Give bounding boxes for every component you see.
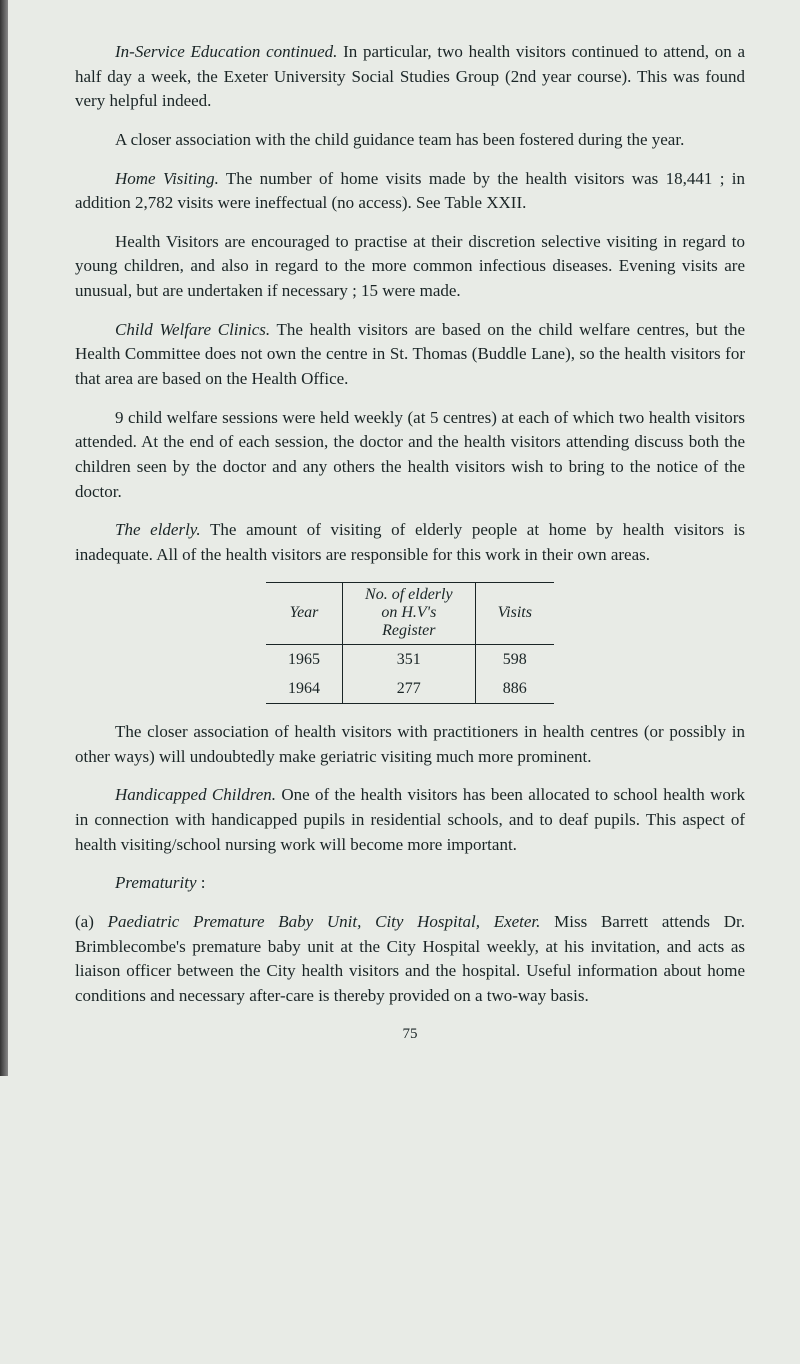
- paragraph-child-welfare: Child Welfare Clinics. The health visito…: [75, 318, 745, 392]
- col-register: No. of elderly on H.V's Register: [343, 582, 476, 644]
- paragraph-inservice: In-Service Education continued. In parti…: [75, 40, 745, 114]
- lead-prematurity: Prematurity: [115, 873, 197, 892]
- cell-visits: 598: [475, 644, 554, 674]
- lead-elderly: The elderly.: [115, 520, 201, 539]
- cell-register: 277: [343, 674, 476, 704]
- lead-home-visiting: Home Visiting.: [115, 169, 219, 188]
- paragraph-closer-assoc: A closer association with the child guid…: [75, 128, 745, 153]
- col-visits: Visits: [475, 582, 554, 644]
- cell-year: 1964: [266, 674, 343, 704]
- elderly-visits-table: Year No. of elderly on H.V's Register Vi…: [266, 582, 554, 705]
- col-register-label: No. of elderly on H.V's Register: [365, 586, 453, 641]
- col2-line3: Register: [382, 622, 435, 639]
- lead-inservice: In-Service Education continued.: [115, 42, 337, 61]
- paragraph-elderly: The elderly. The amount of visiting of e…: [75, 518, 745, 567]
- lead-handicapped: Handicapped Children.: [115, 785, 276, 804]
- paragraph-paediatric: (a) Paediatric Premature Baby Unit, City…: [75, 910, 745, 1009]
- col-year-label: Year: [288, 604, 320, 622]
- cell-year: 1965: [266, 644, 343, 674]
- col2-line1: No. of elderly: [365, 586, 453, 603]
- table-row: 1965 351 598: [266, 644, 554, 674]
- paragraph-welfare-sessions: 9 child welfare sessions were held weekl…: [75, 406, 745, 505]
- col-visits-label: Visits: [498, 604, 532, 622]
- item-label: (a): [75, 912, 108, 931]
- col-year: Year: [266, 582, 343, 644]
- paragraph-handicapped: Handicapped Children. One of the health …: [75, 783, 745, 857]
- col2-line2: on H.V's: [381, 604, 436, 621]
- lead-child-welfare: Child Welfare Clinics.: [115, 320, 270, 339]
- paragraph-closer-practitioners: The closer association of health visitor…: [75, 720, 745, 769]
- cell-visits: 886: [475, 674, 554, 704]
- table-row: 1964 277 886: [266, 674, 554, 704]
- paragraph-prematurity: Prematurity :: [75, 871, 745, 896]
- paragraph-health-visitors: Health Visitors are encouraged to practi…: [75, 230, 745, 304]
- cell-register: 351: [343, 644, 476, 674]
- table-header-row: Year No. of elderly on H.V's Register Vi…: [266, 582, 554, 644]
- page-number: 75: [75, 1024, 745, 1046]
- lead-paediatric: Paediatric Premature Baby Unit, City Hos…: [108, 912, 541, 931]
- document-page: In-Service Education continued. In parti…: [0, 0, 800, 1076]
- elderly-table-wrap: Year No. of elderly on H.V's Register Vi…: [75, 582, 745, 705]
- body-prematurity: :: [197, 873, 206, 892]
- paragraph-home-visiting: Home Visiting. The number of home visits…: [75, 167, 745, 216]
